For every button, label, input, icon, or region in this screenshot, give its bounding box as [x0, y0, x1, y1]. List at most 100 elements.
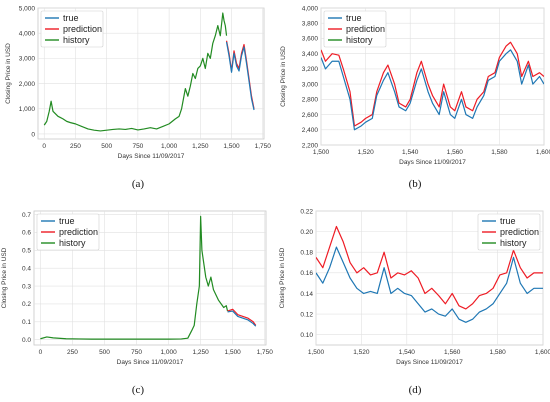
y-tick-label: 0.14 [300, 291, 313, 298]
x-tick-label: 1,580 [491, 149, 508, 156]
legend-box [477, 213, 541, 251]
panel-c: 0 250 500 750 1,000 1,250 1,500 1,750 0.0 0.1 0.2 0… [0, 203, 275, 373]
x-tick-label: 1,500 [308, 349, 325, 356]
legend-label-true: true [63, 13, 79, 23]
x-tick-label: 1,500 [223, 143, 240, 150]
chart-d: 1,500 1,520 1,540 1,560 1,580 1,600 0.10 0.12 0.… [279, 208, 550, 366]
x-axis-label: Days Since 11/09/2017 [117, 359, 184, 366]
x-tick-label: 1,000 [160, 349, 177, 356]
chart-b: 1,500 1,520 1,540 1,560 1,580 1,600 2,200 2,400… [280, 5, 550, 166]
caption-a: (a) [131, 178, 145, 190]
series-line-history [40, 215, 229, 340]
legend-box [36, 213, 100, 251]
y-tick-label: 2,600 [302, 112, 319, 119]
y-tick-label: 0.4 [22, 265, 31, 272]
y-tick-label: 0.10 [300, 332, 313, 339]
x-tick-label: 1,580 [489, 349, 506, 356]
legend-box [40, 10, 104, 48]
x-tick-label: 1,750 [257, 349, 274, 356]
y-tick-label: 1,000 [19, 106, 36, 113]
x-axis-label: Days Since 11/09/2017 [118, 153, 185, 160]
caption-c: (c) [131, 384, 145, 396]
x-axis-label: Days Since 11/09/2017 [399, 159, 466, 166]
y-axis-label: Closing Price in USD [1, 247, 8, 308]
y-tick-label: 3,400 [302, 51, 319, 58]
x-tick-label: 1,560 [444, 349, 461, 356]
x-tick-label: 0 [42, 143, 46, 150]
x-tick-label: 1,540 [402, 149, 419, 156]
series-line-true [316, 246, 543, 323]
x-axis-label: Days Since 11/09/2017 [396, 359, 463, 366]
x-tick-label: 1,560 [447, 149, 464, 156]
x-tick-label: 1,600 [536, 149, 550, 156]
chart-a: 0 250 500 750 1,000 1,250 1,500 1,750 0 1,000 2,00… [5, 5, 272, 160]
y-axis-label: Closing Price in USD [280, 46, 287, 107]
y-tick-label: 2,200 [302, 142, 319, 149]
chart-c: 0 250 500 750 1,000 1,250 1,500 1,750 0.0 0.1 0.2 0… [1, 210, 274, 366]
x-tick-label: 1,250 [192, 349, 209, 356]
legend-box [323, 10, 387, 48]
x-tick-label: 250 [70, 143, 81, 150]
y-tick-label: 4,000 [19, 30, 36, 37]
x-tick-label: 1,540 [399, 349, 416, 356]
legend-label-prediction: prediction [63, 24, 102, 34]
legend-label-true: true [500, 216, 516, 226]
x-tick-label: 500 [101, 143, 112, 150]
legend-label-history: history [346, 35, 373, 45]
x-tick-label: 250 [67, 349, 78, 356]
y-tick-label: 0.6 [22, 230, 31, 237]
y-tick-label: 0.3 [22, 283, 31, 290]
panel-a: 0 250 500 750 1,000 1,250 1,500 1,750 0 1,000 2,00… [0, 0, 275, 170]
caption-b: (b) [408, 178, 422, 190]
y-tick-label: 0.18 [300, 250, 313, 257]
panel-b: 1,500 1,520 1,540 1,560 1,580 1,600 2,200 2,400… [275, 0, 550, 170]
series-line-true [227, 310, 257, 327]
x-tick-label: 1,000 [161, 143, 178, 150]
legend-label-prediction: prediction [59, 227, 98, 237]
legend-label-prediction: prediction [346, 24, 385, 34]
y-tick-label: 2,400 [302, 127, 319, 134]
y-tick-label: 3,800 [302, 21, 319, 28]
series-line-true [225, 41, 255, 111]
y-tick-label: 0.0 [22, 337, 31, 344]
series-line-true [321, 49, 544, 131]
y-tick-label: 2,000 [19, 81, 36, 88]
x-tick-label: 1,750 [255, 143, 272, 150]
y-tick-label: 0.7 [22, 212, 31, 219]
x-tick-label: 1,250 [192, 143, 209, 150]
y-tick-label: 0.1 [22, 319, 31, 326]
legend-label-true: true [59, 216, 75, 226]
x-tick-label: 1,520 [353, 349, 370, 356]
y-tick-label: 0.20 [300, 229, 313, 236]
legend-label-prediction: prediction [500, 227, 539, 237]
x-tick-label: 1,600 [535, 349, 550, 356]
caption-d: (d) [408, 384, 422, 396]
y-tick-label: 0.16 [300, 270, 313, 277]
legend-label-true: true [346, 13, 362, 23]
y-tick-label: 5,000 [19, 5, 36, 12]
x-tick-label: 1,520 [357, 149, 374, 156]
series-line-prediction [321, 41, 544, 127]
y-axis-label: Closing Price in USD [279, 247, 286, 308]
x-tick-label: 1,500 [313, 149, 330, 156]
panel-d: 1,500 1,520 1,540 1,560 1,580 1,600 0.10 0.12 0.… [275, 203, 550, 373]
series-line-prediction [316, 225, 543, 310]
y-tick-label: 3,600 [302, 36, 319, 43]
x-tick-label: 500 [99, 349, 110, 356]
x-tick-label: 0 [39, 349, 43, 356]
y-tick-label: 0.5 [22, 248, 31, 255]
y-axis-label: Closing Price in USD [5, 43, 12, 104]
legend-label-history: history [63, 35, 90, 45]
series-line-history [43, 12, 228, 132]
legend-label-history: history [500, 238, 527, 248]
x-tick-label: 750 [131, 349, 142, 356]
y-tick-label: 0.2 [22, 301, 31, 308]
legend-label-history: history [59, 238, 86, 248]
y-tick-label: 2,800 [302, 97, 319, 104]
y-tick-label: 0.22 [300, 208, 313, 215]
y-tick-label: 3,000 [302, 81, 319, 88]
